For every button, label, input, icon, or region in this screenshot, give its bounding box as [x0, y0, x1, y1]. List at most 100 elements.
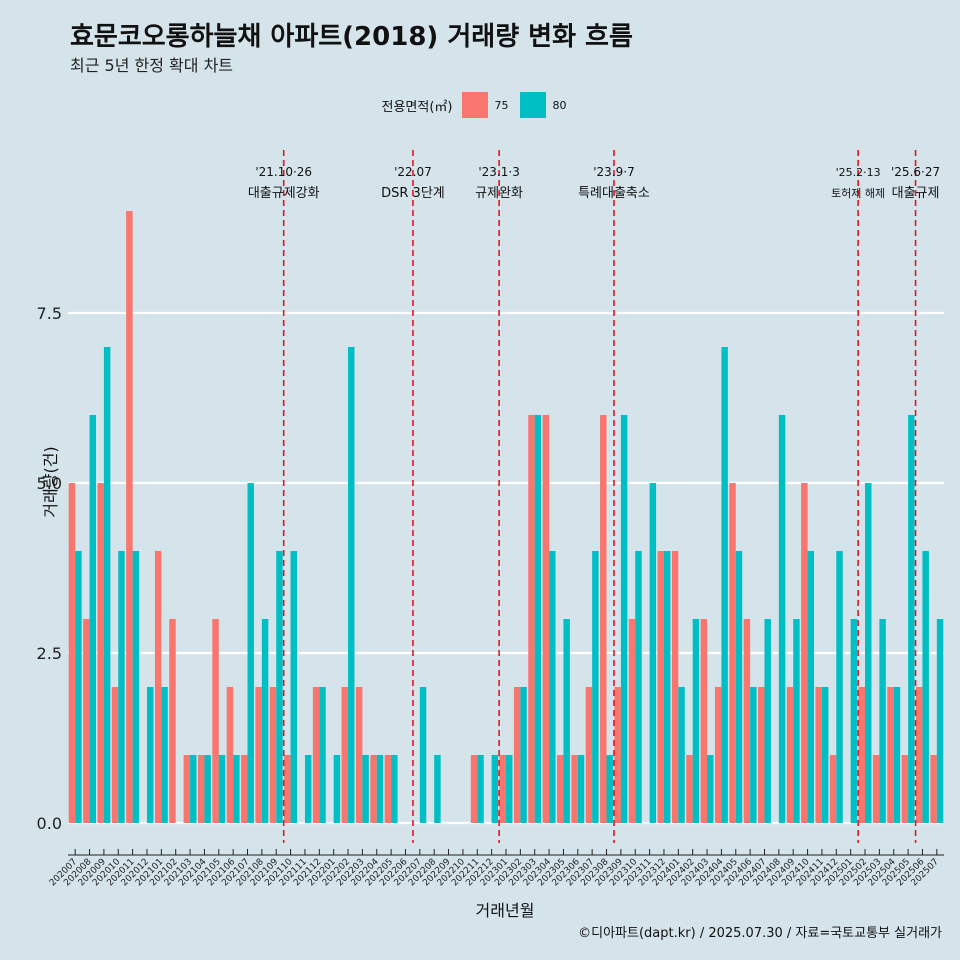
bar-80-202304 [549, 551, 556, 823]
event-label: 대출규제 [892, 186, 940, 201]
bar-75-202211 [470, 755, 478, 823]
bar-80-202402 [692, 619, 700, 823]
bar-75-202011 [126, 211, 133, 823]
bar-80-202408 [778, 415, 786, 823]
bar-75-202107 [241, 755, 248, 823]
bar-80-202204 [376, 755, 384, 823]
bar-80-202202 [348, 347, 355, 823]
y-axis-label: 거래량(건) [41, 446, 60, 518]
bar-75-202103 [183, 755, 191, 823]
bar-75-202502 [858, 687, 866, 823]
bar-80-202404 [721, 347, 728, 823]
bar-80-202507 [936, 619, 944, 823]
legend-label-75: 75 [494, 98, 509, 112]
bar-75-202010 [111, 687, 119, 823]
bar-75-202305 [556, 755, 564, 823]
bar-75-202009 [97, 483, 104, 823]
bar-75-202008 [83, 619, 90, 823]
bar-80-202301 [506, 755, 513, 823]
bar-80-202305 [563, 619, 570, 823]
bar-75-202104 [197, 755, 205, 823]
legend-label-80: 80 [552, 98, 567, 112]
event-date-label: '23.9·7 [593, 165, 634, 179]
y-tick-label: 7.5 [37, 304, 62, 323]
bar-75-202406 [743, 619, 751, 823]
y-tick-label: 2.5 [37, 644, 62, 663]
bar-75-202401 [671, 551, 679, 823]
bar-75-202105 [212, 619, 219, 823]
bar-75-202411 [815, 687, 822, 823]
x-axis-label: 거래년월 [475, 901, 535, 920]
bar-80-202104 [204, 755, 211, 823]
bar-75-202106 [226, 687, 234, 823]
bar-80-202108 [261, 619, 269, 823]
event-date-label: '25.6·27 [891, 165, 940, 179]
bar-80-202105 [218, 755, 226, 823]
bar-80-202405 [735, 551, 743, 823]
bar-75-202302 [513, 687, 521, 823]
bar-75-202412 [829, 755, 837, 823]
bar-80-202409 [793, 619, 800, 823]
bar-80-202012 [146, 687, 154, 823]
bar-80-202505 [908, 415, 915, 823]
bar-75-202506 [915, 687, 923, 823]
bar-75-202204 [370, 755, 377, 823]
event-date-label: '22.07 [394, 165, 432, 179]
bar-80-202506 [922, 551, 929, 823]
legend: 전용면적(㎡) 75 80 [0, 92, 960, 118]
bar-75-202505 [901, 755, 909, 823]
bar-75-202202 [341, 687, 349, 823]
bar-80-202112 [319, 687, 326, 823]
bar-80-202302 [520, 687, 527, 823]
bar-80-202109 [276, 551, 283, 823]
bar-75-202108 [255, 687, 262, 823]
chart-subtitle: 최근 5년 한정 확대 차트 [70, 56, 234, 75]
bar-75-202101 [154, 551, 162, 823]
bar-80-202103 [190, 755, 197, 823]
caption: ©디아파트(dapt.kr) / 2025.07.30 / 자료=국토교통부 실… [578, 926, 942, 941]
bar-75-202407 [758, 687, 765, 823]
bar-80-202503 [879, 619, 886, 823]
bar-80-202009 [103, 347, 111, 823]
bar-75-202203 [355, 687, 363, 823]
legend-key-80 [520, 92, 547, 118]
bar-80-202208 [434, 755, 441, 823]
bar-75-202303 [528, 415, 535, 823]
bar-80-202412 [836, 551, 843, 823]
bar-75-202403 [700, 619, 708, 823]
bar-75-202306 [571, 755, 578, 823]
bar-80-202101 [161, 687, 168, 823]
bar-80-202110 [290, 551, 298, 823]
bar-80-202401 [678, 687, 685, 823]
event-label: 특례대출축소 [578, 186, 650, 201]
bar-80-202403 [707, 755, 714, 823]
bar-75-202304 [542, 415, 550, 823]
event-label: 규제완화 [475, 186, 523, 201]
bar-75-202507 [930, 755, 937, 823]
bar-80-202211 [477, 755, 484, 823]
y-tick-label: 5.0 [37, 474, 62, 493]
bar-80-202308 [606, 755, 613, 823]
bar-80-202107 [247, 483, 254, 823]
y-tick-label: 0.0 [37, 814, 62, 833]
event-date-label: '23.1·3 [478, 165, 519, 179]
bar-75-202007 [68, 483, 76, 823]
bar-80-202111 [304, 755, 312, 823]
bar-75-202301 [499, 755, 506, 823]
event-date-label: '21.10·26 [255, 165, 312, 179]
bar-80-202411 [821, 687, 829, 823]
bar-80-202303 [534, 415, 542, 823]
bar-75-202404 [714, 687, 722, 823]
bar-80-202201 [333, 755, 341, 823]
bar-75-202308 [600, 415, 607, 823]
bar-75-202205 [384, 755, 392, 823]
bar-80-202504 [893, 687, 901, 823]
bar-75-202112 [312, 687, 320, 823]
bar-75-202409 [786, 687, 794, 823]
bar-75-202310 [628, 619, 636, 823]
bar-75-202410 [801, 483, 808, 823]
bar-80-202407 [764, 619, 771, 823]
bar-75-202110 [284, 755, 291, 823]
bar-80-202203 [362, 755, 369, 823]
